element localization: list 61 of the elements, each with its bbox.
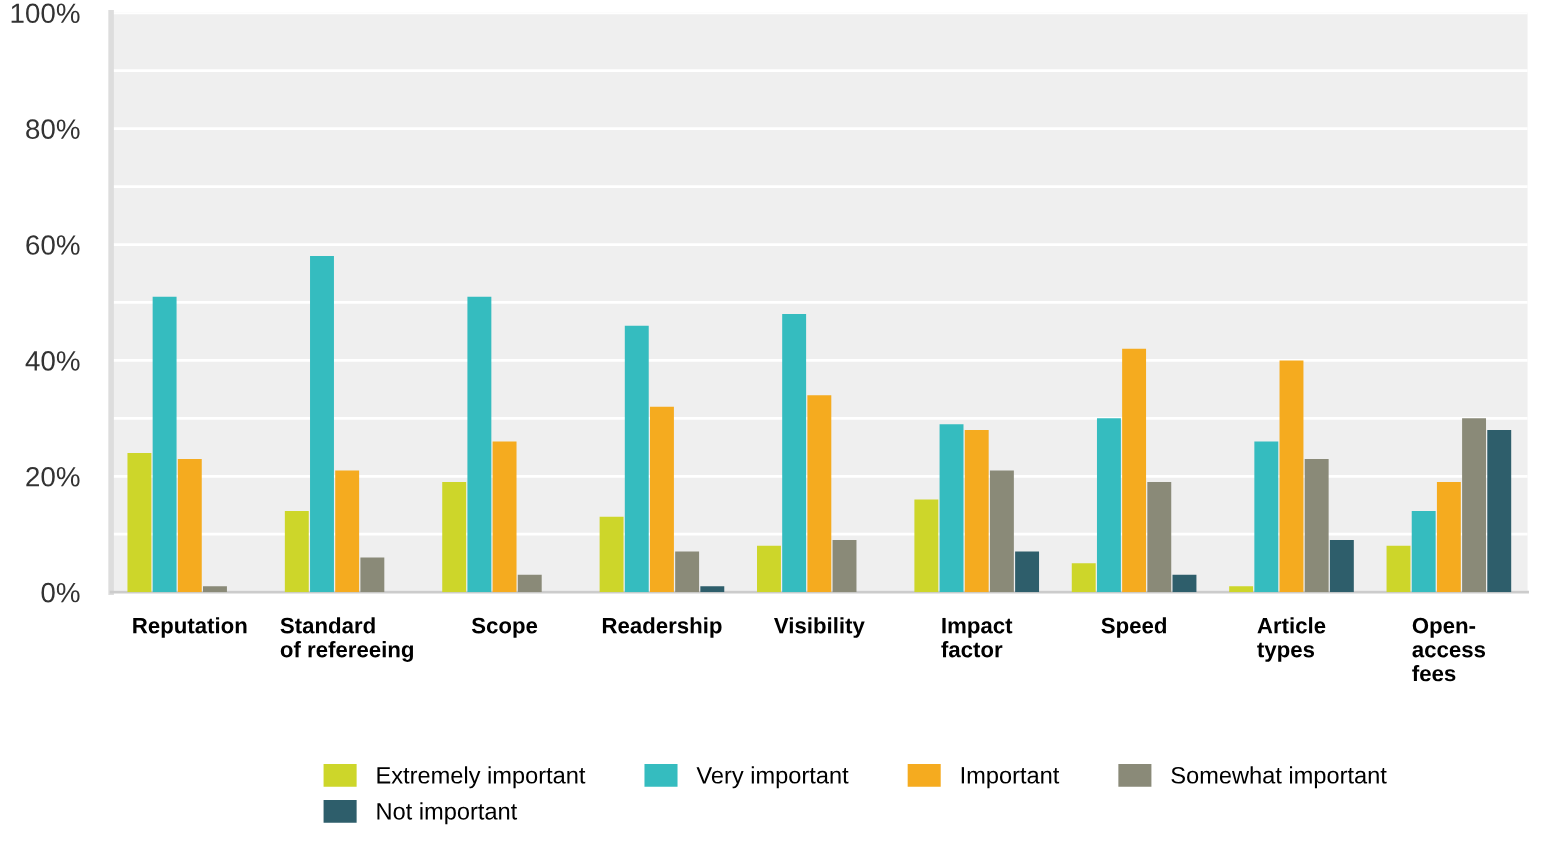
bar [517, 574, 542, 593]
bar [1436, 482, 1461, 593]
bar [467, 296, 492, 593]
y-tick-label: 40% [25, 351, 80, 371]
bar [939, 424, 964, 593]
x-tick-label: Impact factor [941, 617, 1013, 658]
bar [964, 429, 989, 593]
bar [1304, 458, 1329, 593]
y-tick-label: 20% [26, 466, 80, 487]
bar [782, 314, 807, 593]
bar [310, 256, 334, 593]
bar [624, 325, 649, 593]
bar [152, 296, 177, 593]
x-tick-label: Visibility [773, 617, 865, 638]
bar [914, 499, 939, 593]
bar [1122, 348, 1147, 593]
bar [360, 557, 385, 593]
bar [1172, 574, 1197, 593]
bar [807, 395, 832, 593]
y-tick-label: 0% [41, 582, 80, 603]
bar [284, 511, 309, 593]
bar [335, 470, 360, 593]
bar [1096, 418, 1121, 593]
bar [1229, 586, 1254, 593]
bar [599, 516, 624, 593]
bar [1329, 540, 1354, 593]
x-tick-label: Scope [471, 617, 538, 638]
bar [649, 406, 674, 593]
bar [1487, 429, 1512, 593]
bar [1071, 563, 1096, 593]
y-tick-label: 100% [11, 3, 80, 24]
bar [1462, 418, 1487, 593]
bar [700, 586, 725, 593]
legend-label: Important [961, 767, 1060, 789]
bar [1411, 511, 1436, 593]
bar [1386, 545, 1411, 593]
bar [203, 586, 227, 593]
bar [832, 540, 857, 593]
x-tick-label: Readership [602, 617, 722, 638]
legend-label: Extremely important [377, 766, 586, 789]
y-tick-label: 80% [26, 119, 80, 139]
bar [1147, 482, 1172, 593]
x-tick-label: Open- access fees [1412, 617, 1486, 682]
bar [1279, 360, 1304, 593]
bar [989, 470, 1014, 593]
legend-label: Somewhat important [1171, 766, 1387, 789]
bar [127, 453, 152, 593]
legend-label: Very important [696, 766, 849, 789]
x-tick-label: Speed [1101, 617, 1166, 638]
bar [492, 441, 517, 593]
x-tick-label: Reputation [133, 617, 247, 638]
bar [675, 551, 700, 593]
x-tick-label: Article types [1257, 617, 1326, 662]
bar [757, 545, 781, 593]
legend-label: Not important [377, 802, 518, 825]
bar [177, 458, 202, 593]
bar [442, 482, 467, 593]
y-tick-label: 60% [26, 235, 80, 255]
bar [1254, 441, 1279, 593]
x-tick-label: Standard of refereeing [280, 617, 413, 662]
bar [1015, 551, 1040, 593]
